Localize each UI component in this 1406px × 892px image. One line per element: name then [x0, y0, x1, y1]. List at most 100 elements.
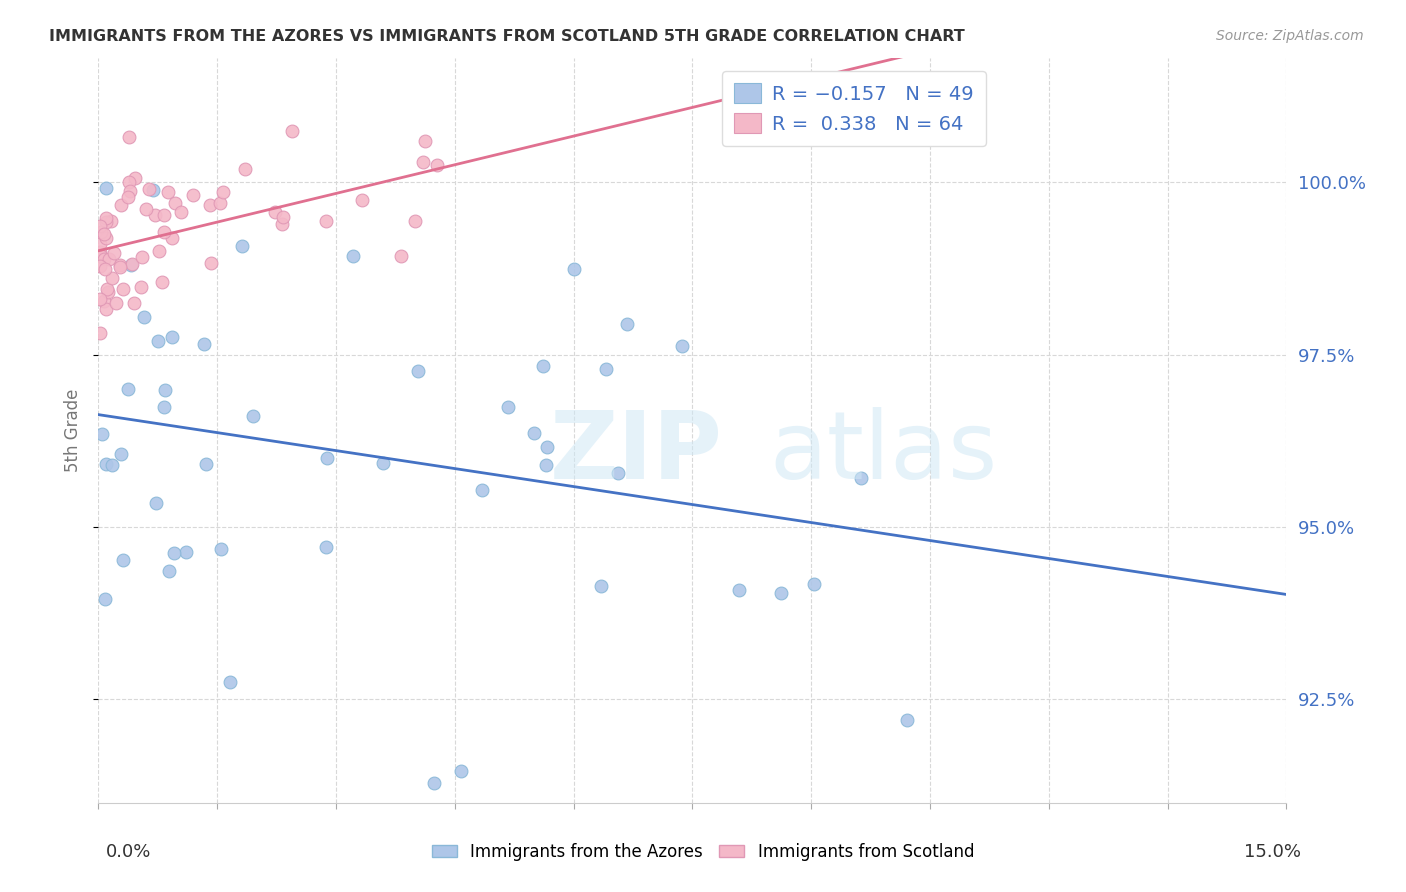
Y-axis label: 5th Grade: 5th Grade: [65, 389, 83, 472]
Point: [165, 196, 187, 211]
Point: [315, 540, 337, 554]
Point: [94, 592, 117, 607]
Point: [117, 175, 139, 189]
Point: [108, 258, 131, 272]
Point: [91, 426, 114, 441]
Legend: R = −0.157   N = 49, R =  0.338   N = 64: R = −0.157 N = 49, R = 0.338 N = 64: [721, 71, 986, 145]
Point: [157, 185, 180, 199]
Point: [233, 162, 256, 177]
Point: [373, 456, 395, 470]
Point: [94, 231, 117, 245]
Point: [450, 764, 472, 778]
Point: [148, 244, 170, 258]
Point: [352, 193, 374, 207]
Point: [96, 282, 118, 296]
Point: [89, 244, 111, 259]
Point: [231, 239, 253, 253]
Point: [170, 204, 193, 219]
Point: [89, 293, 111, 307]
Point: [118, 184, 141, 198]
Point: [94, 180, 117, 194]
Point: [389, 249, 412, 263]
Point: [195, 457, 218, 471]
Point: [849, 471, 872, 485]
Point: [342, 249, 364, 263]
Point: [536, 440, 558, 454]
Point: [212, 185, 235, 199]
Point: [89, 326, 111, 340]
Point: [94, 457, 117, 471]
Point: [200, 255, 222, 269]
Point: [606, 466, 628, 480]
Point: [89, 236, 111, 251]
Point: [160, 329, 183, 343]
Point: [157, 564, 180, 578]
Text: 15.0%: 15.0%: [1243, 843, 1301, 861]
Point: [406, 364, 429, 378]
Point: [112, 281, 135, 295]
Point: [728, 582, 751, 597]
Point: [94, 301, 117, 316]
Point: [110, 447, 132, 461]
Point: [117, 190, 139, 204]
Point: [93, 293, 115, 308]
Point: [112, 552, 135, 566]
Point: [591, 579, 613, 593]
Point: [263, 205, 285, 219]
Point: [209, 541, 232, 556]
Point: [93, 252, 115, 266]
Point: [110, 260, 132, 275]
Point: [110, 198, 132, 212]
Point: [531, 359, 554, 373]
Point: [94, 211, 117, 225]
Text: Source: ZipAtlas.com: Source: ZipAtlas.com: [1216, 29, 1364, 43]
Point: [193, 336, 215, 351]
Point: [150, 275, 173, 289]
Point: [595, 362, 617, 376]
Point: [315, 451, 337, 466]
Point: [89, 259, 111, 273]
Point: [413, 134, 436, 148]
Legend: Immigrants from the Azores, Immigrants from Scotland: Immigrants from the Azores, Immigrants f…: [425, 837, 981, 868]
Point: [145, 496, 167, 510]
Point: [90, 249, 112, 263]
Point: [496, 401, 519, 415]
Point: [271, 210, 294, 224]
Point: [138, 182, 160, 196]
Point: [671, 339, 693, 353]
Point: [152, 225, 174, 239]
Point: [105, 295, 128, 310]
Point: [242, 409, 264, 423]
Point: [103, 245, 125, 260]
Point: [208, 195, 231, 210]
Point: [616, 318, 638, 332]
Point: [118, 130, 141, 145]
Point: [426, 158, 449, 172]
Point: [523, 425, 546, 440]
Point: [183, 187, 205, 202]
Point: [803, 577, 825, 591]
Point: [412, 155, 434, 169]
Point: [132, 310, 155, 324]
Point: [94, 215, 117, 229]
Point: [142, 183, 165, 197]
Point: [534, 458, 557, 472]
Point: [93, 227, 115, 241]
Point: [148, 334, 170, 348]
Point: [769, 586, 792, 600]
Point: [143, 208, 166, 222]
Point: [94, 261, 117, 276]
Point: [97, 285, 120, 299]
Point: [121, 257, 143, 271]
Point: [404, 213, 426, 227]
Point: [152, 208, 174, 222]
Text: ZIP: ZIP: [550, 407, 723, 499]
Point: [471, 483, 494, 497]
Point: [270, 217, 292, 231]
Point: [162, 231, 184, 245]
Point: [131, 250, 153, 264]
Point: [200, 198, 222, 212]
Point: [129, 279, 152, 293]
Point: [153, 400, 176, 414]
Point: [174, 545, 197, 559]
